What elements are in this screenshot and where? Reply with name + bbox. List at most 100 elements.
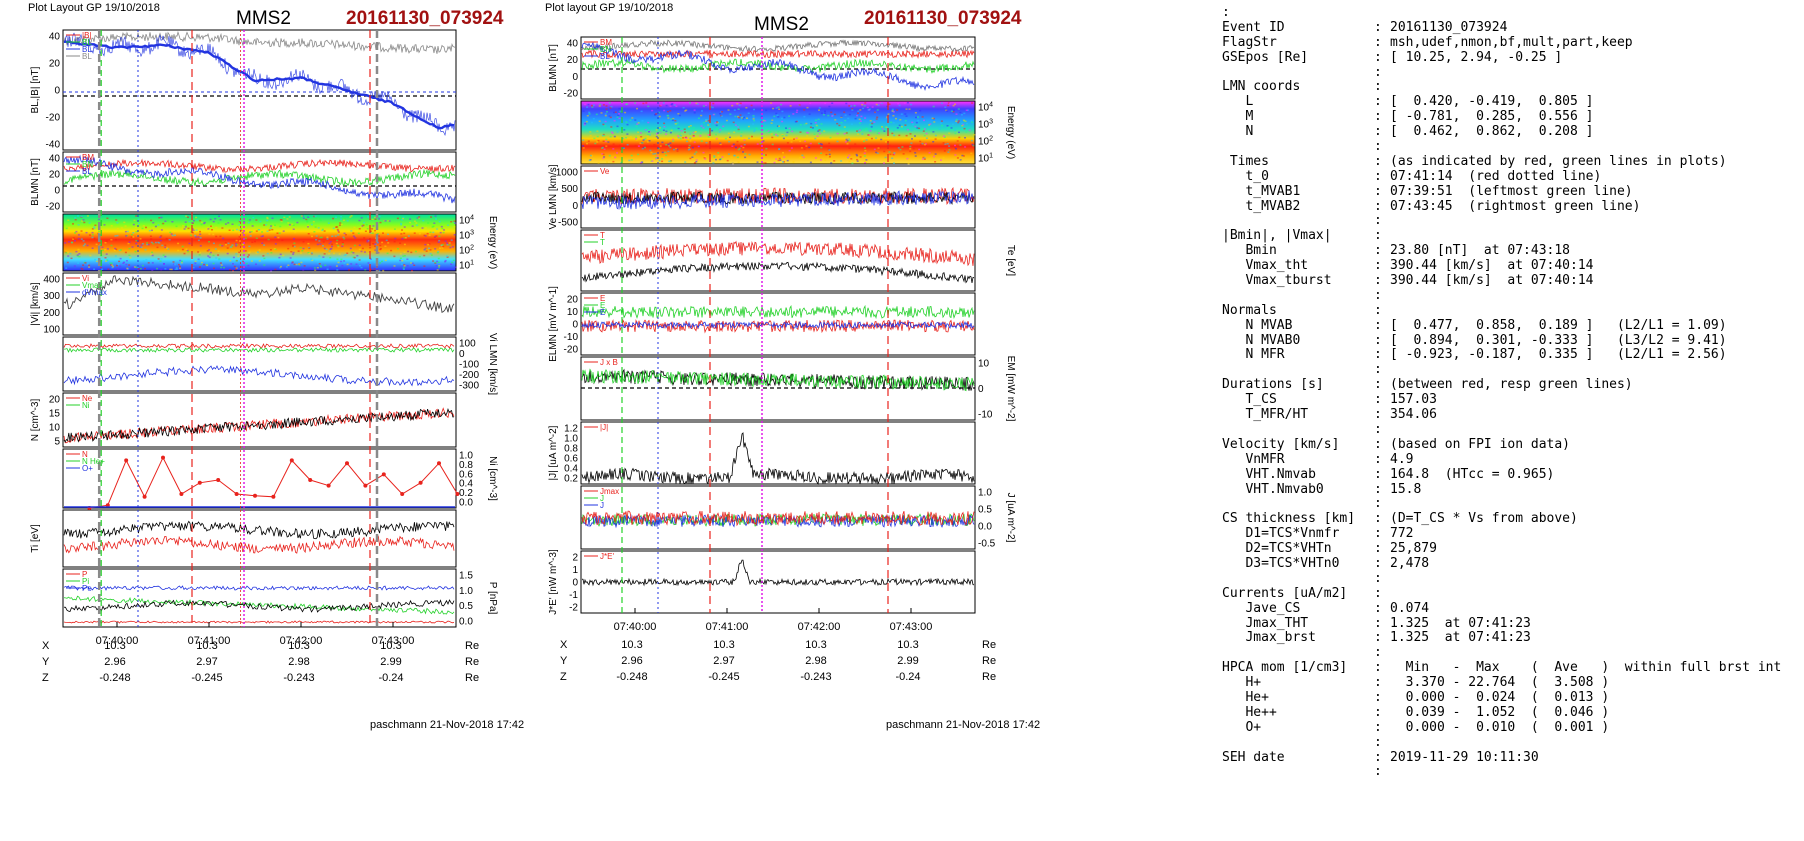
spectrogram-pixel: [307, 224, 310, 227]
spectrogram-pixel: [675, 147, 678, 150]
spectrogram-pixel: [818, 142, 820, 145]
spectrogram-pixel: [591, 155, 593, 157]
coord-unit: Re: [465, 656, 480, 668]
spectrogram-pixel: [93, 268, 96, 270]
spectrogram-pixel: [371, 219, 373, 221]
spectrogram-pixel: [446, 242, 449, 244]
spectrogram-pixel: [684, 131, 686, 133]
info-colon: :: [1374, 436, 1382, 452]
bm-trace: [581, 49, 975, 60]
y-axis-label: P [nPa]: [487, 582, 498, 615]
spectrogram-pixel: [602, 157, 605, 160]
spectrogram-pixel: [863, 105, 866, 107]
spectrogram-pixel: [124, 251, 127, 254]
spectrogram-pixel: [809, 161, 812, 164]
spectrogram-pixel: [671, 119, 674, 121]
spectrogram-pixel: [446, 244, 449, 246]
info-colon: :: [1374, 645, 1382, 661]
spectrogram-pixel: [192, 220, 195, 222]
spectrogram-pixel: [210, 225, 212, 227]
spectrogram-pixel: [863, 129, 866, 131]
spectrogram-pixel: [737, 136, 740, 138]
spectrogram-pixel: [353, 256, 356, 259]
coord-value: 2.96: [104, 656, 126, 668]
mid-ylabels: BLMN [nT]Energy (eV)Ve LMN [km/s]Te [eV]…: [548, 44, 1016, 615]
spectrogram-pixel: [762, 162, 765, 164]
spectrogram-pixel: [659, 130, 662, 132]
coord-value: -0.243: [800, 671, 832, 683]
spectrogram-pixel: [678, 133, 681, 136]
spectrogram-pixel: [881, 126, 883, 128]
spectrogram-pixel: [195, 229, 198, 231]
info-key: t_0: [1222, 168, 1269, 184]
spectrogram-pixel: [860, 115, 863, 118]
spectrogram-pixel: [385, 239, 388, 242]
spectrogram-pixel: [932, 117, 935, 120]
spectrogram-pixel: [316, 267, 319, 269]
spectrogram-pixel: [358, 219, 361, 222]
spectrogram-pixel: [350, 263, 353, 265]
spectrogram-pixel: [922, 158, 924, 160]
spectrogram-pixel: [782, 152, 784, 154]
info-colon: :: [1374, 213, 1382, 229]
spectrogram-pixel: [279, 253, 282, 256]
spectrogram-pixel: [667, 145, 670, 147]
spectrogram-pixel: [851, 108, 854, 110]
spectrogram-pixel: [245, 262, 248, 265]
spectrogram-pixel: [816, 125, 819, 128]
spectrogram-pixel: [319, 243, 322, 245]
spectrogram-pixel: [70, 257, 73, 260]
spectrogram-pixel: [298, 263, 300, 265]
info-colon: :: [1374, 630, 1382, 646]
spectrogram-pixel: [955, 118, 958, 121]
spectrogram-pixel: [916, 127, 919, 129]
legend-label: dVmax: [82, 288, 107, 297]
spectrogram-pixel: [151, 262, 154, 264]
spectrogram-pixel: [940, 102, 943, 104]
ti-par-trace: [63, 520, 455, 540]
spectrogram-pixel: [446, 256, 449, 258]
spectrogram-pixel: [669, 160, 672, 162]
spectrogram-pixel: [616, 152, 618, 154]
spectrogram-pixel: [745, 107, 748, 109]
spectrogram-pixel: [634, 119, 637, 121]
spectrogram-pixel: [959, 159, 962, 161]
spectrogram-pixel: [379, 244, 382, 247]
spectrogram-pixel: [604, 120, 607, 123]
spectrogram-pixel: [844, 141, 847, 143]
spectrogram-pixel: [840, 121, 843, 124]
spectrogram-pixel: [95, 260, 98, 263]
info-row: He++: 0.039 - 1.052 ( 0.046 ): [1222, 705, 1797, 721]
spectrogram-pixel: [151, 229, 153, 232]
tick-label: -40: [46, 140, 61, 151]
spectrogram-pixel: [146, 242, 149, 244]
spectrogram-pixel: [205, 227, 208, 230]
tick-label: 10: [567, 307, 579, 318]
spectrogram-pixel: [952, 104, 955, 107]
spectrogram-pixel: [655, 113, 658, 115]
spectrogram-pixel: [327, 222, 330, 224]
spectrogram-pixel: [790, 147, 793, 149]
spectrogram-pixel: [828, 153, 831, 156]
info-key: VHT.Nmvab: [1222, 466, 1316, 482]
spectrogram-pixel: [929, 158, 932, 160]
j-m-trace: [581, 513, 975, 529]
ne-trace: [63, 407, 455, 444]
spectrogram-pixel: [904, 120, 907, 122]
spectrogram-pixel: [198, 259, 201, 261]
spectrogram-pixel: [950, 127, 953, 129]
spectrogram-pixel: [355, 263, 358, 265]
spectrogram-pixel: [156, 246, 159, 249]
spectrogram-pixel: [770, 102, 773, 104]
spectrogram-pixel: [966, 122, 968, 125]
spectrogram-pixel: [909, 150, 912, 153]
spectrogram-pixel: [283, 216, 286, 219]
spectrogram-pixel: [665, 130, 668, 133]
spectrogram-pixel: [641, 120, 644, 122]
spectrogram-pixel: [119, 265, 122, 267]
spectrogram-pixel: [315, 217, 318, 219]
spectrogram-pixel: [674, 120, 677, 122]
spectrogram-pixel: [439, 231, 442, 234]
spectrogram-pixel: [753, 130, 756, 133]
spectrogram-pixel: [604, 140, 607, 143]
